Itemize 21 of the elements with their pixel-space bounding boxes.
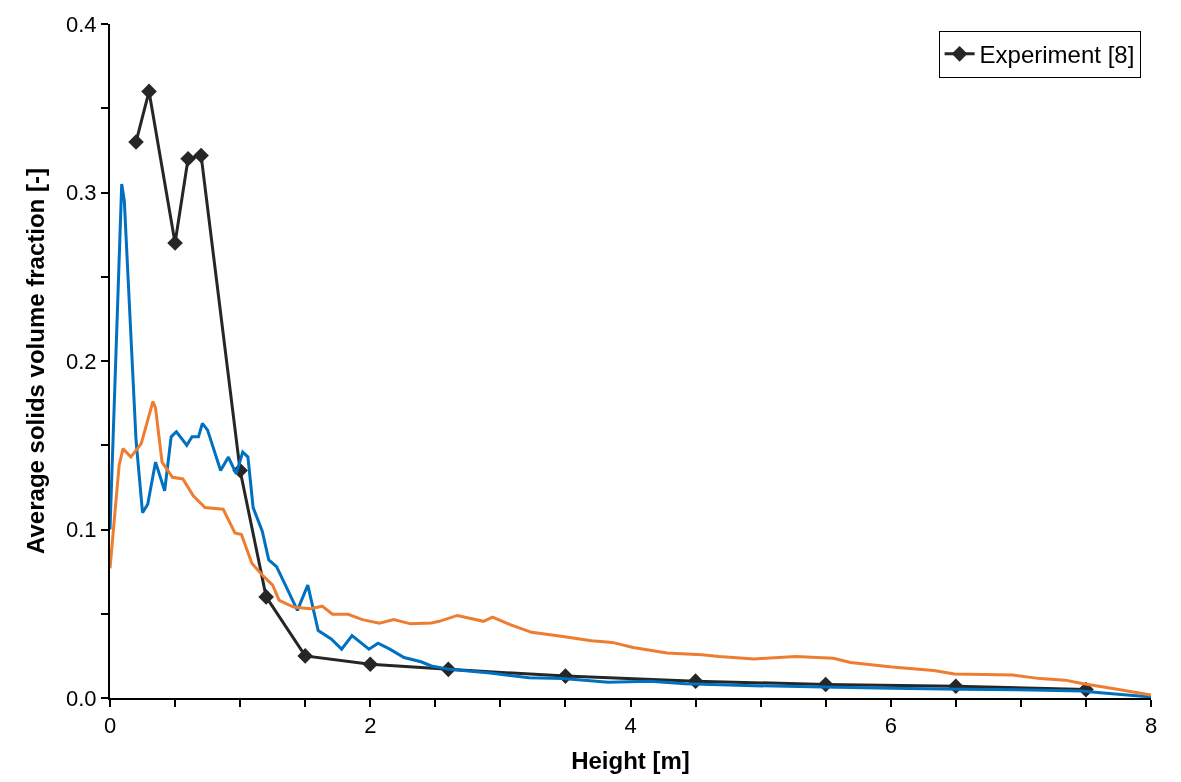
y-tick-label: 0.2 (66, 348, 97, 374)
point (258, 589, 274, 605)
y-tick-label: 0.0 (66, 685, 97, 711)
point (167, 235, 183, 251)
x-axis-title: Height [m] (571, 747, 690, 775)
y-axis-title: Average solids volume fraction [-] (21, 168, 49, 554)
point (180, 151, 196, 167)
y-tick-label: 0.4 (66, 11, 97, 37)
y-tick-label: 0.3 (66, 180, 97, 206)
x-tick-label: 4 (624, 713, 637, 739)
point (297, 648, 313, 664)
x-tick-label: 2 (364, 713, 377, 739)
x-tick-label: 0 (103, 713, 117, 739)
x-tick-label: 8 (1144, 713, 1158, 739)
legend-label: Experiment [8] (979, 41, 1135, 69)
point (362, 656, 379, 673)
x-tick-label: 6 (884, 713, 897, 739)
point (193, 147, 209, 164)
point (141, 83, 157, 100)
y-tick-label: 0.1 (66, 517, 97, 543)
point (128, 134, 144, 150)
